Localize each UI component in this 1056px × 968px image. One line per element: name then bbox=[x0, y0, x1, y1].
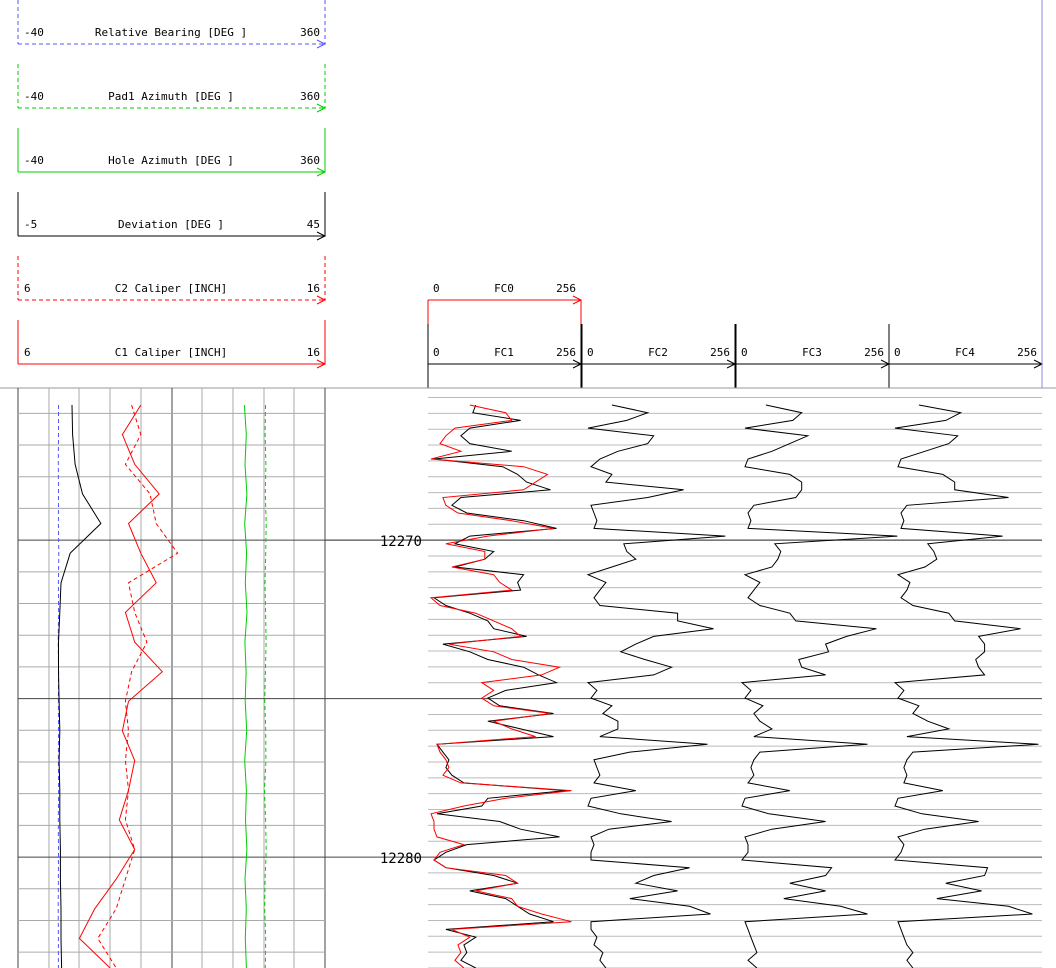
fc-tracks-grid bbox=[325, 397, 1042, 968]
fc-curves bbox=[429, 404, 1039, 968]
scale-max-fc1: 256 bbox=[556, 346, 576, 359]
scale-min-fc3: 0 bbox=[741, 346, 748, 359]
scale-min-relative-bearing-deg: -40 bbox=[24, 26, 44, 39]
scale-max-c1-caliper-inch: 16 bbox=[307, 346, 320, 359]
scale-min-c1-caliper-inch: 6 bbox=[24, 346, 31, 359]
curve-name-pad1-azimuth-deg: Pad1 Azimuth [DEG ] bbox=[108, 90, 234, 103]
scale-arrow-icon bbox=[316, 167, 327, 177]
fc-tracks-header: 0 FC0 256 0 FC1 256 0 FC2 256 0 FC3 256 0 FC4 256 bbox=[0, 0, 1056, 389]
scale-max-pad1-azimuth-deg: 360 bbox=[300, 90, 320, 103]
scale-min-c2-caliper-inch: 6 bbox=[24, 282, 31, 295]
curve-hole-azimuth-deg bbox=[243, 404, 248, 968]
scale-arrow-icon bbox=[316, 103, 327, 113]
scale-max-fc4: 256 bbox=[1017, 346, 1037, 359]
scale-max-fc0: 256 bbox=[556, 282, 576, 295]
curve-name-fc2: FC2 bbox=[648, 346, 668, 359]
curve-name-c2-caliper-inch: C2 Caliper [INCH] bbox=[115, 282, 228, 295]
curve-fc3 bbox=[740, 404, 898, 968]
curve-fc0 bbox=[429, 404, 572, 968]
depth-label: 12270 bbox=[380, 534, 422, 550]
curve-name-hole-azimuth-deg: Hole Azimuth [DEG ] bbox=[108, 154, 234, 167]
scale-arrow-icon bbox=[316, 295, 327, 305]
curve-fc4 bbox=[893, 404, 1039, 968]
scale-max-deviation-deg: 45 bbox=[307, 218, 320, 231]
scale-min-deviation-deg: -5 bbox=[24, 218, 37, 231]
curve-pad1-azimuth-deg bbox=[263, 404, 267, 968]
track1-grid bbox=[17, 388, 326, 968]
curve-name-fc1: FC1 bbox=[494, 346, 514, 359]
curve-name-c1-caliper-inch: C1 Caliper [INCH] bbox=[115, 346, 228, 359]
scale-min-fc0: 0 bbox=[433, 282, 440, 295]
scale-arrow-icon bbox=[316, 231, 327, 241]
curve-name-fc3: FC3 bbox=[802, 346, 822, 359]
curve-fc2 bbox=[586, 404, 726, 968]
curve-c1-caliper-inch bbox=[78, 404, 164, 968]
curve-name-fc4: FC4 bbox=[955, 346, 975, 359]
curve-fc1 bbox=[432, 404, 566, 968]
scale-max-relative-bearing-deg: 360 bbox=[300, 26, 320, 39]
scale-min-hole-azimuth-deg: -40 bbox=[24, 154, 44, 167]
scale-min-pad1-azimuth-deg: -40 bbox=[24, 90, 44, 103]
scale-min-fc1: 0 bbox=[433, 346, 440, 359]
track1-header: -40 Relative Bearing [DEG ] 360 -40 Pad1 Azi… bbox=[17, 0, 327, 369]
scale-max-fc2: 256 bbox=[710, 346, 730, 359]
scale-arrow-icon bbox=[316, 359, 327, 369]
track1-curves bbox=[57, 404, 267, 968]
scale-max-c2-caliper-inch: 16 bbox=[307, 282, 320, 295]
curve-deviation-deg bbox=[58, 404, 102, 968]
curve-c2-caliper-inch bbox=[97, 404, 179, 968]
scale-min-fc4: 0 bbox=[894, 346, 901, 359]
scale-min-fc2: 0 bbox=[587, 346, 594, 359]
scale-max-hole-azimuth-deg: 360 bbox=[300, 154, 320, 167]
depth-label: 12280 bbox=[380, 851, 422, 867]
scale-arrow-icon bbox=[572, 295, 583, 305]
depth-axis: 12270 12280 bbox=[380, 534, 422, 867]
curve-name-fc0: FC0 bbox=[494, 282, 514, 295]
scale-max-fc3: 256 bbox=[864, 346, 884, 359]
scale-arrow-icon bbox=[572, 359, 583, 369]
scale-arrow-icon bbox=[726, 359, 737, 369]
curve-name-relative-bearing-deg: Relative Bearing [DEG ] bbox=[95, 26, 247, 39]
curve-name-deviation-deg: Deviation [DEG ] bbox=[118, 218, 224, 231]
scale-arrow-icon bbox=[316, 39, 327, 49]
